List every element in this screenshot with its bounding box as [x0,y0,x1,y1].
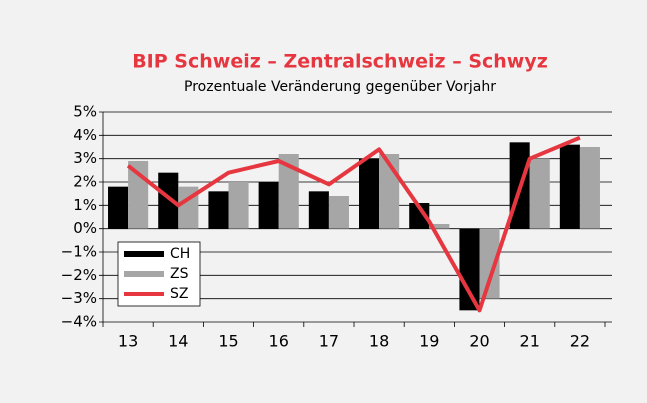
y-tick-label: −4% [61,313,97,331]
bar [559,144,580,229]
bar [459,228,480,311]
legend-label: ZS [170,266,189,282]
bar [579,147,600,229]
bar [278,154,299,229]
x-tick-label: 16 [269,332,289,351]
x-tick-label: 17 [319,332,339,351]
bar [228,182,249,229]
y-tick-label: −3% [61,289,97,307]
bar [479,228,500,299]
x-tick-label: 21 [520,332,540,351]
x-tick-label: 13 [118,332,138,351]
y-tick-label: −2% [61,266,97,284]
y-tick-label: 4% [73,126,97,144]
bar [158,172,179,229]
bar [258,182,279,229]
x-tick-label: 20 [469,332,489,351]
x-tick-label: 22 [570,332,590,351]
y-tick-label: 0% [73,219,97,237]
bar [359,158,380,229]
y-tick-label: 1% [73,196,97,214]
bar [108,186,129,229]
x-tick-label: 19 [419,332,439,351]
bar [429,224,450,229]
x-tick-label: 18 [369,332,389,351]
x-tick-label: 14 [168,332,188,351]
y-tick-label: 2% [73,173,97,191]
y-tick-label: 5% [73,103,97,121]
x-tick-label: 15 [218,332,238,351]
chart-subtitle: Prozentuale Veränderung gegenüber Vorjah… [184,79,496,95]
legend-label: SZ [170,286,188,302]
chart-title: BIP Schweiz – Zentralschweiz – Schwyz [132,51,548,73]
bar [529,158,550,229]
bar [208,191,229,229]
line [126,135,581,313]
y-tick-label: 3% [73,149,97,167]
bar [328,196,349,229]
bar [409,203,430,229]
bar [308,191,329,229]
y-tick-label: −1% [61,243,97,261]
legend-label: CH [170,246,190,262]
